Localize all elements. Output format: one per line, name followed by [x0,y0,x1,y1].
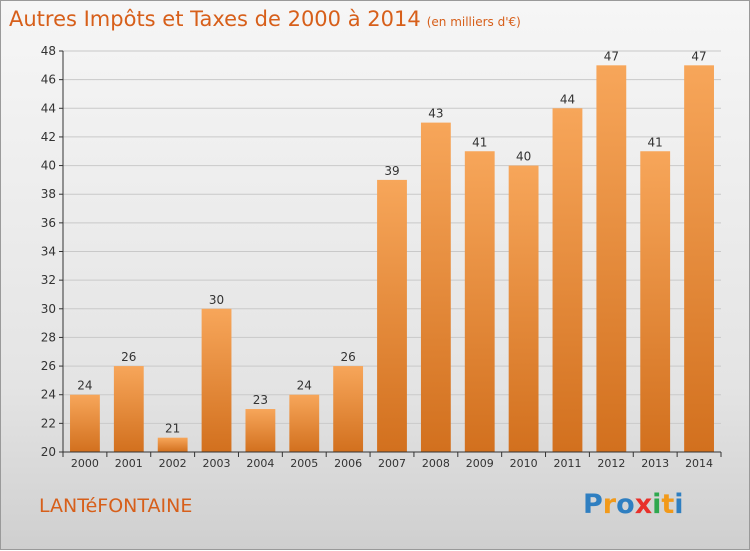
x-tick-label: 2003 [203,457,231,470]
bar-value-label: 24 [77,379,92,393]
y-tick-label: 42 [41,130,56,144]
commune-name: LANTéFONTAINE [39,495,193,517]
chart-title: Autres Impôts et Taxes de 2000 à 2014 (en… [9,7,521,31]
y-tick-label: 34 [41,245,56,259]
logo-letter: o [616,489,635,520]
chart-title-text: Autres Impôts et Taxes de 2000 à 2014 [9,7,421,31]
x-tick-label: 2006 [334,457,362,470]
bar [420,122,451,452]
logo-letter: P [583,489,603,520]
y-tick-label: 20 [41,445,56,459]
bar [508,165,539,453]
bar [377,179,407,452]
x-tick-label: 2007 [378,457,406,470]
bar-value-label: 26 [340,350,355,364]
y-tick-label: 32 [41,273,56,287]
y-tick-label: 22 [41,416,56,430]
bar [333,366,364,452]
bars [70,65,714,453]
y-tick-label: 30 [41,302,56,316]
bar [552,108,583,453]
y-tick-label: 38 [41,187,56,201]
x-tick-label: 2002 [159,457,187,470]
bar [113,366,144,452]
x-tick-label: 2000 [71,457,99,470]
bar [464,151,495,452]
y-tick-label: 26 [41,359,56,373]
bar-value-label: 26 [121,350,136,364]
x-tick-label: 2004 [246,457,274,470]
bar-value-label: 47 [604,49,619,63]
x-axis-ticks: 2000 2001 2002 2003 2004 2005 2006 2007 2008 2009… [62,452,722,470]
x-tick-label: 2014 [685,457,713,470]
value-labels: 24 26 21 30 23 24 26 39 43 41 40 44 47 41 47 [77,49,706,435]
y-tick-label: 44 [41,101,56,115]
x-tick-label: 2013 [641,457,669,470]
bar [684,65,714,453]
x-tick-label: 2008 [422,457,450,470]
bar [201,308,232,452]
bar-value-label: 23 [253,393,268,407]
y-tick-label: 28 [41,330,56,344]
proxiti-logo: Proxiti [583,489,684,520]
x-tick-label: 2005 [290,457,318,470]
bar [640,151,671,452]
y-tick-label: 24 [41,388,56,402]
x-tick-label: 2009 [466,457,494,470]
chart-title-unit: (en milliers d'€) [426,15,521,29]
bar-value-label: 24 [297,379,312,393]
bar [289,394,320,452]
y-tick-label: 46 [41,73,56,87]
y-tick-label: 48 [41,44,56,58]
bar [70,394,100,452]
logo-letter: i [652,489,662,520]
bar-value-label: 41 [472,135,487,149]
bar-value-label: 44 [560,92,575,106]
y-axis-ticks: 20 22 24 26 28 30 32 34 36 38 40 42 44 46 48 [41,44,63,459]
y-tick-label: 36 [41,216,56,230]
x-tick-label: 2010 [510,457,538,470]
bar-value-label: 43 [428,107,443,121]
bar [157,437,188,452]
logo-letter: t [661,489,675,520]
bar [596,65,627,453]
bar [245,409,276,452]
bar-value-label: 21 [165,422,180,436]
bar-value-label: 39 [384,164,399,178]
bar-value-label: 30 [209,293,224,307]
x-tick-label: 2001 [115,457,143,470]
x-tick-label: 2011 [553,457,581,470]
x-tick-label: 2012 [597,457,625,470]
logo-letter: i [674,489,684,520]
logo-letter: x [634,489,653,520]
bar-value-label: 47 [691,49,706,63]
bar-value-label: 40 [516,150,531,164]
y-tick-label: 40 [41,159,56,173]
bar-value-label: 41 [648,135,663,149]
logo-letter: r [602,489,617,520]
